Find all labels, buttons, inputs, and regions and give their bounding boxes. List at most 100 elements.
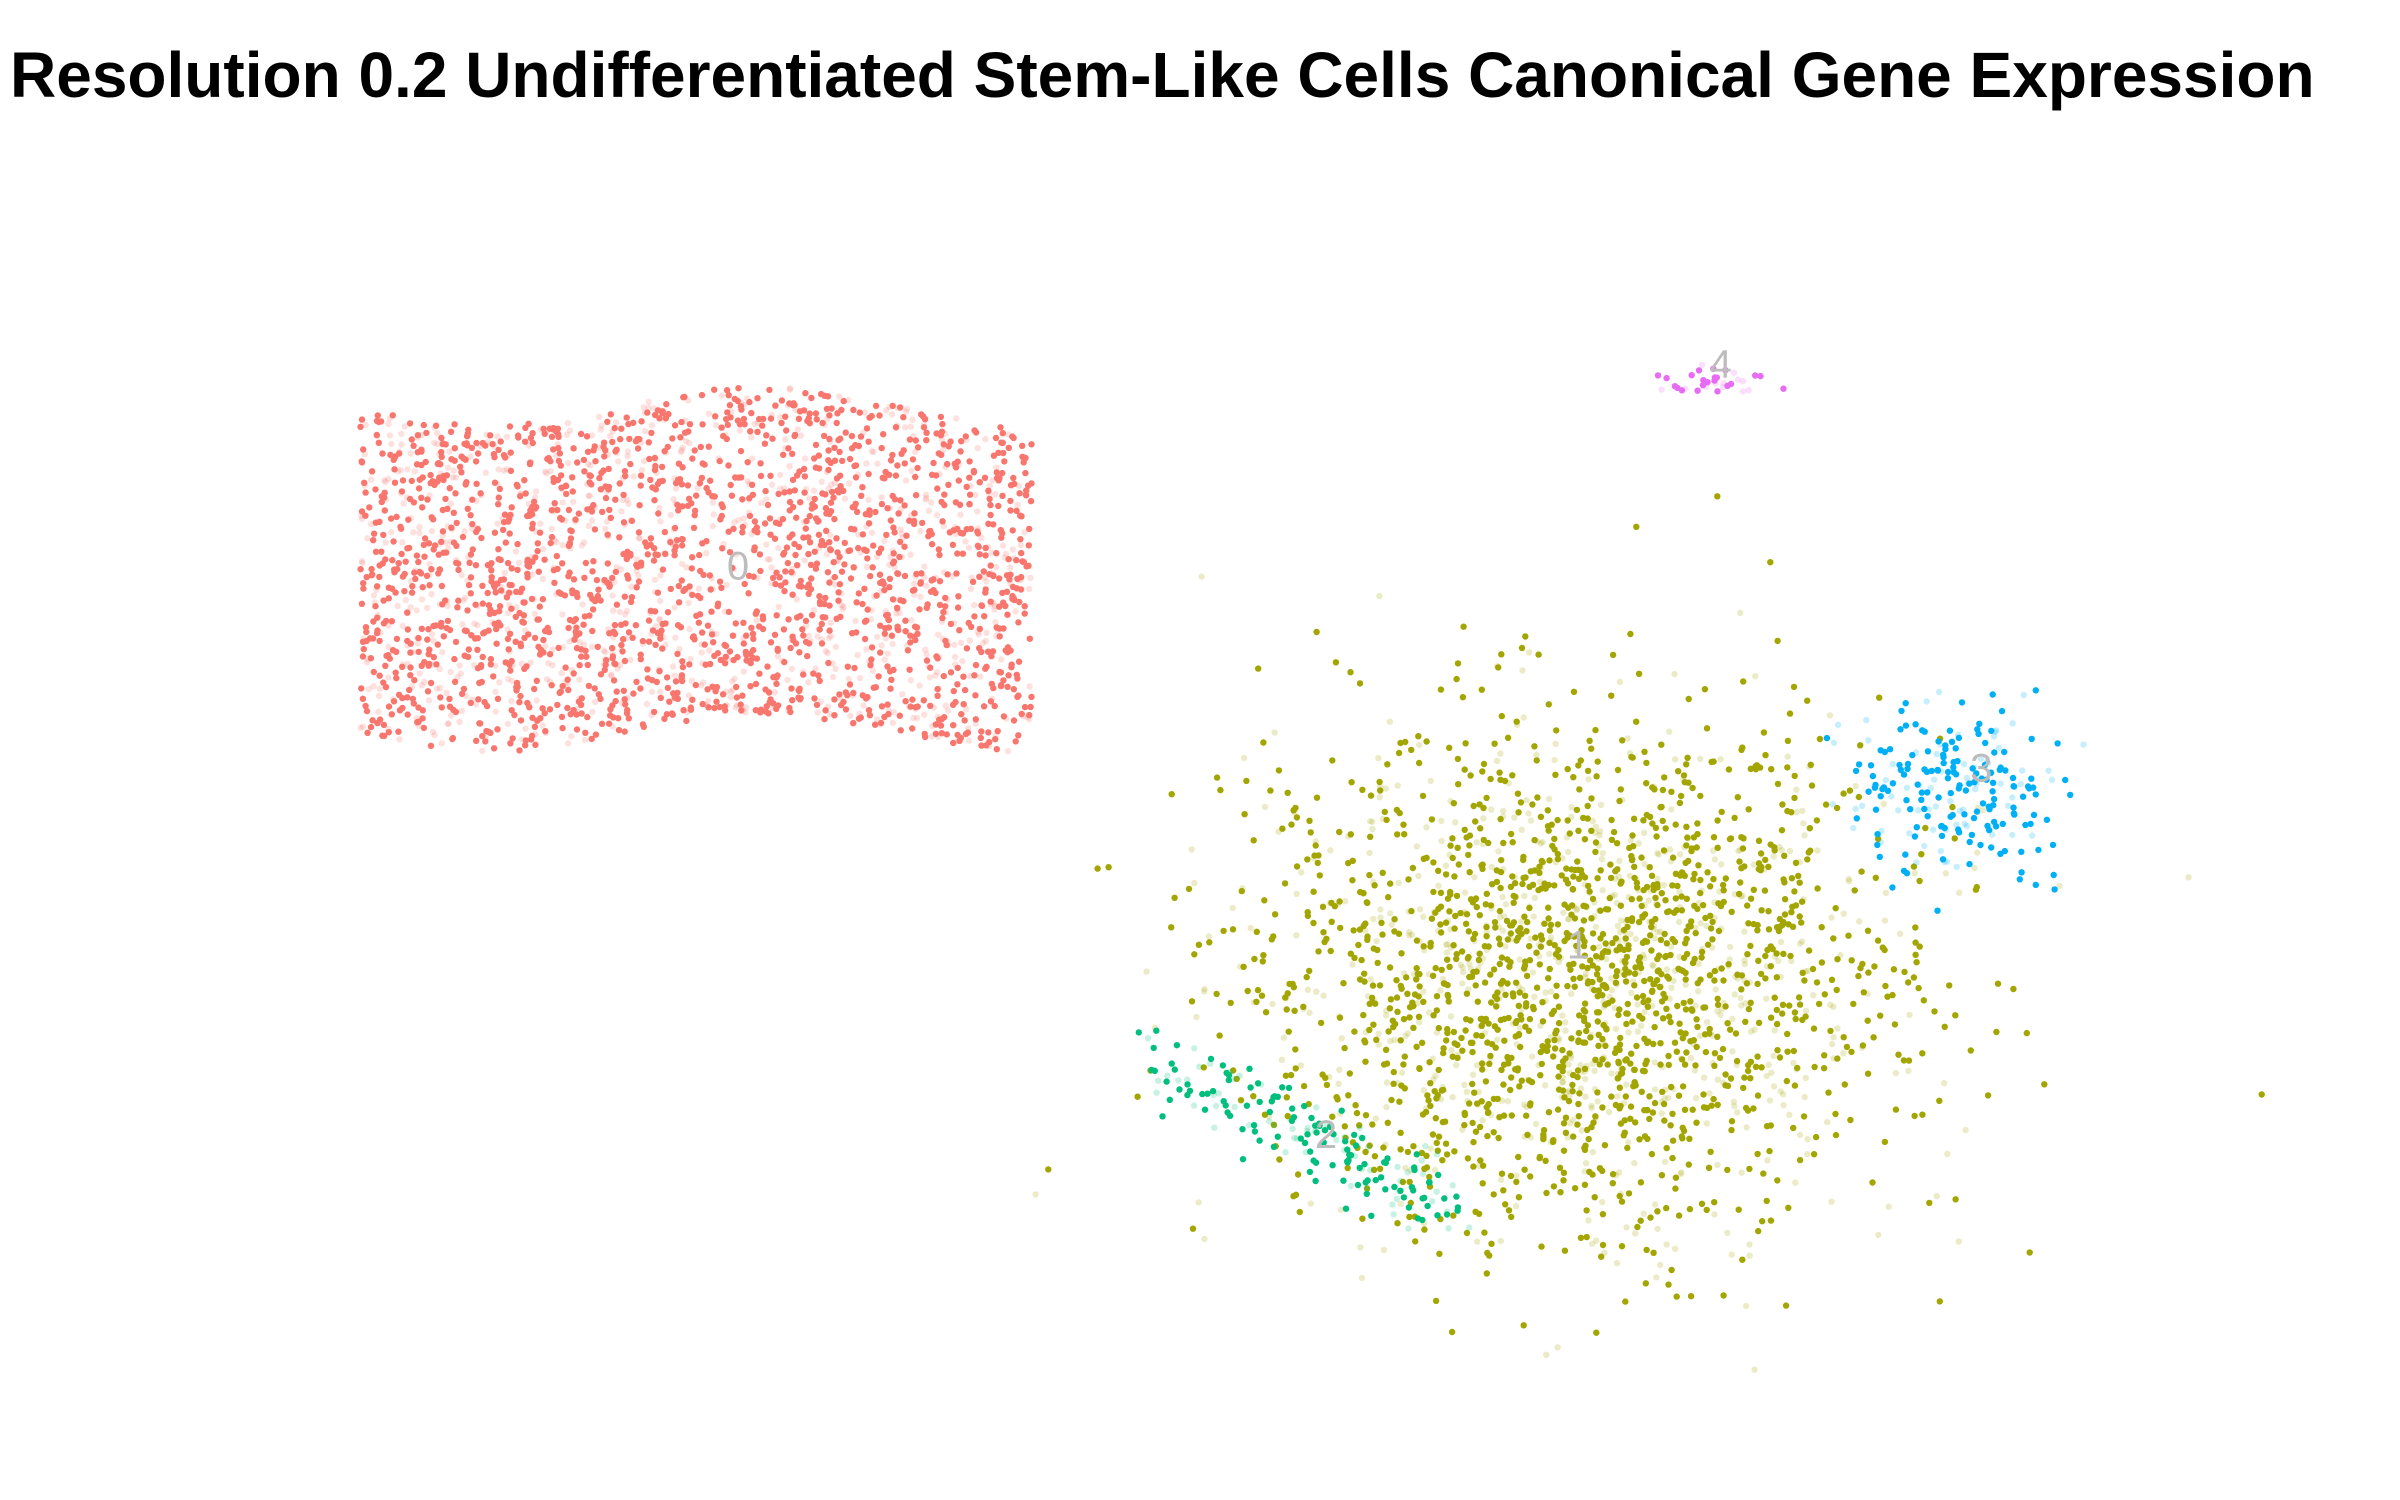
cluster-1-point [1496, 907, 1504, 915]
cluster-1-point [1458, 1034, 1465, 1042]
cluster-0-point [589, 568, 596, 575]
cluster-0-point [546, 651, 554, 658]
cluster-0-point [767, 639, 775, 646]
cluster-1-point [1327, 947, 1334, 955]
cluster-1-point [1703, 922, 1710, 930]
cluster-0-point [416, 529, 423, 536]
cluster-0-point [807, 638, 814, 645]
cluster-0-point [993, 746, 1000, 753]
cluster-0-point [953, 415, 960, 422]
cluster-1-point [1683, 823, 1690, 830]
cluster-0-point [992, 736, 999, 743]
cluster-2-point [1320, 1139, 1327, 1146]
cluster-0-point [823, 551, 831, 558]
cluster-1-point [1569, 1081, 1576, 1089]
cluster-0-point [753, 655, 761, 662]
cluster-1-point [1395, 749, 1403, 757]
cluster-1-point [1593, 971, 1601, 978]
cluster-1-point [1519, 880, 1526, 888]
cluster-1-point [1493, 1002, 1501, 1009]
cluster-1-point [1951, 835, 1958, 842]
cluster-1-point [1566, 1087, 1573, 1095]
cluster-0-point [540, 636, 547, 644]
cluster-0-point [974, 444, 981, 452]
cluster-2-point [1347, 1182, 1355, 1190]
cluster-1-point [1509, 772, 1516, 779]
cluster-1-point [1857, 964, 1864, 972]
cluster-0-point [826, 627, 833, 634]
cluster-1-point [1742, 1000, 1749, 1007]
cluster-1-point [1646, 864, 1653, 871]
cluster-1-point [1693, 844, 1700, 851]
cluster-1-point [1437, 987, 1444, 994]
cluster-0-point [789, 697, 796, 704]
cluster-2-point [1207, 1060, 1214, 1067]
cluster-1-point [1454, 660, 1462, 667]
cluster-0-point [795, 582, 803, 590]
cluster-0-point [827, 459, 834, 467]
cluster-0-point [670, 690, 677, 697]
cluster-0-point [566, 638, 573, 645]
cluster-0-point [917, 579, 924, 586]
cluster-1-point [1394, 1008, 1401, 1015]
cluster-0-point [912, 573, 919, 580]
cluster-1-point [1735, 890, 1743, 898]
cluster-1-point [1584, 767, 1592, 775]
cluster-0-point [1000, 713, 1008, 720]
cluster-1-point [1767, 1014, 1775, 1021]
cluster-0-point [439, 532, 446, 539]
cluster-1-point [1201, 1235, 1208, 1243]
cluster-1-point [1467, 1017, 1474, 1024]
cluster-0-point [605, 465, 612, 473]
cluster-0-point [446, 695, 453, 702]
cluster-1-point [1727, 1075, 1735, 1082]
cluster-1-point [1759, 1218, 1766, 1225]
cluster-0-point [709, 522, 716, 530]
cluster-1-point [1617, 1190, 1625, 1198]
cluster-0-point [628, 583, 635, 591]
cluster-1-point [1777, 938, 1785, 946]
cluster-1-point [1742, 1302, 1750, 1310]
cluster-0-point [938, 618, 946, 625]
cluster-0-point [951, 641, 958, 648]
cluster-0-point [965, 544, 973, 551]
cluster-0-point [731, 519, 738, 526]
cluster-1-point [1810, 992, 1817, 999]
cluster-1-point [1627, 1103, 1635, 1110]
cluster-0-point [706, 647, 713, 654]
cluster-0-point [685, 599, 692, 607]
cluster-0-point [515, 434, 522, 441]
cluster-0-point [721, 608, 729, 615]
cluster-1-point [1683, 1049, 1690, 1056]
cluster-0-point [674, 650, 681, 658]
cluster-0-point [451, 457, 458, 464]
cluster-0-point [826, 546, 834, 553]
cluster-1-point [1583, 1065, 1590, 1073]
cluster-0-point [648, 429, 655, 437]
cluster-0-point [419, 504, 426, 511]
cluster-0-point [952, 523, 959, 531]
cluster-0-point [765, 710, 772, 717]
cluster-1-point [1660, 881, 1668, 889]
cluster-1-point [1673, 1293, 1680, 1300]
cluster-0-point [824, 415, 831, 423]
cluster-1-point [1416, 906, 1424, 913]
cluster-1-point [1428, 915, 1436, 922]
cluster-1-point [1763, 1072, 1770, 1080]
cluster-0-point [407, 664, 414, 671]
cluster-1-point [1677, 792, 1685, 800]
cluster-0-point [655, 510, 662, 517]
cluster-0-point [539, 575, 547, 583]
cluster-1-point [1827, 1001, 1834, 1008]
cluster-1-point [1608, 1093, 1615, 1100]
cluster-0-point [695, 585, 703, 592]
cluster-1-point [1936, 1298, 1944, 1305]
cluster-0-point [645, 617, 653, 624]
cluster-0-point [661, 715, 668, 722]
cluster-1-point [1582, 1142, 1589, 1149]
cluster-1-point [1566, 1050, 1573, 1057]
cluster-1-point [1742, 1018, 1749, 1025]
cluster-0-point [877, 545, 885, 552]
cluster-1-point [1856, 918, 1863, 925]
cluster-0-point [881, 713, 888, 721]
